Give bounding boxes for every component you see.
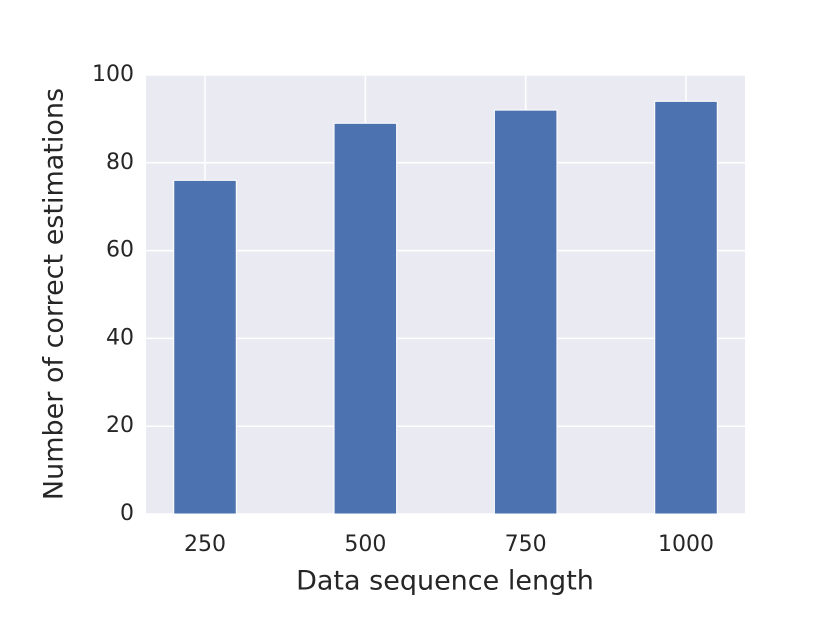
x-axis-label: Data sequence length: [296, 566, 594, 597]
bar: [493, 109, 558, 515]
x-tick-label: 750: [505, 532, 547, 557]
y-tick-label: 0: [120, 501, 134, 526]
bar: [173, 179, 237, 515]
y-tick-label: 60: [106, 238, 134, 263]
x-tick-label: 1000: [658, 532, 714, 557]
x-tick-label: 250: [184, 532, 226, 557]
plot-area: [146, 75, 745, 514]
y-tick-label: 40: [106, 325, 134, 350]
y-axis-label: Number of correct estimations: [39, 88, 70, 500]
y-tick-label: 20: [106, 413, 134, 438]
y-tick-label: 100: [92, 62, 134, 87]
bar: [333, 122, 398, 515]
bar: [654, 100, 718, 515]
y-tick-label: 80: [106, 150, 134, 175]
x-tick-label: 500: [344, 532, 386, 557]
